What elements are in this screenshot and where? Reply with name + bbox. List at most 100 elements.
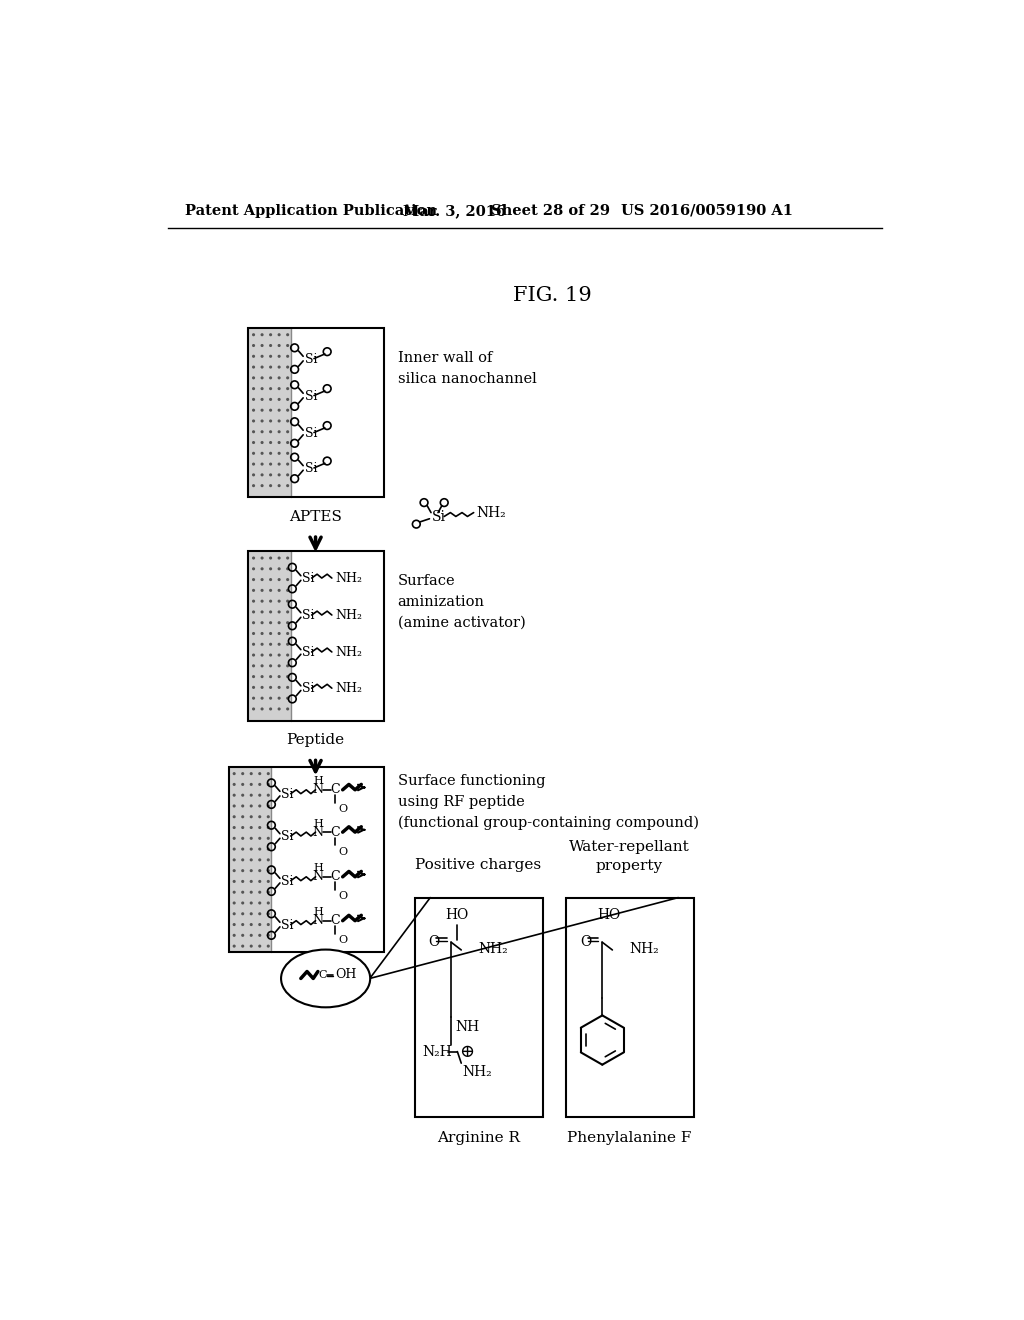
Circle shape [286, 599, 289, 603]
Circle shape [260, 376, 263, 379]
Circle shape [252, 355, 255, 358]
Circle shape [278, 568, 281, 570]
Text: Sheet 28 of 29: Sheet 28 of 29 [490, 203, 609, 218]
Circle shape [260, 366, 263, 368]
Text: H: H [313, 776, 323, 787]
Circle shape [269, 333, 272, 337]
Circle shape [252, 697, 255, 700]
Text: N₂H: N₂H [423, 1044, 453, 1059]
Circle shape [286, 420, 289, 422]
Circle shape [250, 869, 253, 873]
Circle shape [232, 912, 236, 915]
Bar [248, 327, 384, 498]
Text: FIG. 19: FIG. 19 [513, 286, 592, 305]
Circle shape [241, 772, 245, 775]
Text: Patent Application Publication: Patent Application Publication [184, 203, 436, 218]
Circle shape [269, 599, 272, 603]
Circle shape [266, 891, 270, 894]
Circle shape [278, 610, 281, 614]
Text: C: C [318, 970, 327, 979]
Circle shape [278, 430, 281, 433]
Circle shape [278, 697, 281, 700]
Circle shape [250, 826, 253, 829]
Circle shape [250, 772, 253, 775]
Circle shape [260, 462, 263, 466]
Circle shape [252, 578, 255, 581]
Circle shape [232, 816, 236, 818]
Text: C: C [330, 825, 340, 838]
Text: Si: Si [282, 875, 294, 888]
Circle shape [269, 430, 272, 433]
Circle shape [260, 568, 263, 570]
Circle shape [250, 858, 253, 862]
Circle shape [269, 697, 272, 700]
Text: Si: Si [282, 919, 294, 932]
Text: NH₂: NH₂ [335, 682, 361, 696]
Circle shape [269, 474, 272, 477]
Circle shape [266, 772, 270, 775]
Circle shape [278, 653, 281, 656]
Circle shape [278, 474, 281, 477]
Text: N: N [312, 783, 324, 796]
Circle shape [250, 816, 253, 818]
Circle shape [250, 902, 253, 904]
Circle shape [260, 345, 263, 347]
Circle shape [286, 376, 289, 379]
Circle shape [232, 902, 236, 904]
Circle shape [250, 923, 253, 927]
Circle shape [278, 409, 281, 412]
Circle shape [269, 643, 272, 645]
Text: O: O [338, 804, 347, 814]
Circle shape [252, 397, 255, 401]
Circle shape [260, 622, 263, 624]
Circle shape [286, 557, 289, 560]
Circle shape [260, 333, 263, 337]
Circle shape [258, 816, 261, 818]
Circle shape [286, 578, 289, 581]
Circle shape [232, 826, 236, 829]
Circle shape [278, 387, 281, 391]
Circle shape [241, 945, 245, 948]
Circle shape [252, 462, 255, 466]
Circle shape [258, 826, 261, 829]
Circle shape [232, 945, 236, 948]
Circle shape [269, 632, 272, 635]
Text: NH₂: NH₂ [478, 942, 508, 956]
Circle shape [232, 847, 236, 850]
Circle shape [266, 880, 270, 883]
Text: C: C [330, 915, 340, 927]
Circle shape [260, 420, 263, 422]
Circle shape [252, 441, 255, 444]
Circle shape [278, 451, 281, 455]
Circle shape [252, 451, 255, 455]
Circle shape [252, 653, 255, 656]
Circle shape [269, 589, 272, 591]
Circle shape [269, 355, 272, 358]
Circle shape [266, 945, 270, 948]
Circle shape [241, 793, 245, 797]
Text: NH₂: NH₂ [335, 610, 361, 622]
Circle shape [252, 622, 255, 624]
Text: N: N [312, 870, 324, 883]
Circle shape [269, 451, 272, 455]
Bar [228, 767, 384, 952]
Circle shape [278, 708, 281, 710]
Circle shape [286, 622, 289, 624]
Circle shape [232, 837, 236, 840]
Bar [291, 552, 384, 721]
Circle shape [286, 653, 289, 656]
Circle shape [241, 804, 245, 808]
Circle shape [269, 376, 272, 379]
Circle shape [269, 462, 272, 466]
Bar [271, 767, 384, 952]
Circle shape [269, 345, 272, 347]
Circle shape [286, 686, 289, 689]
Circle shape [252, 387, 255, 391]
Circle shape [258, 804, 261, 808]
Circle shape [266, 804, 270, 808]
Circle shape [269, 708, 272, 710]
Circle shape [278, 366, 281, 368]
Circle shape [260, 474, 263, 477]
Circle shape [260, 697, 263, 700]
Circle shape [258, 858, 261, 862]
